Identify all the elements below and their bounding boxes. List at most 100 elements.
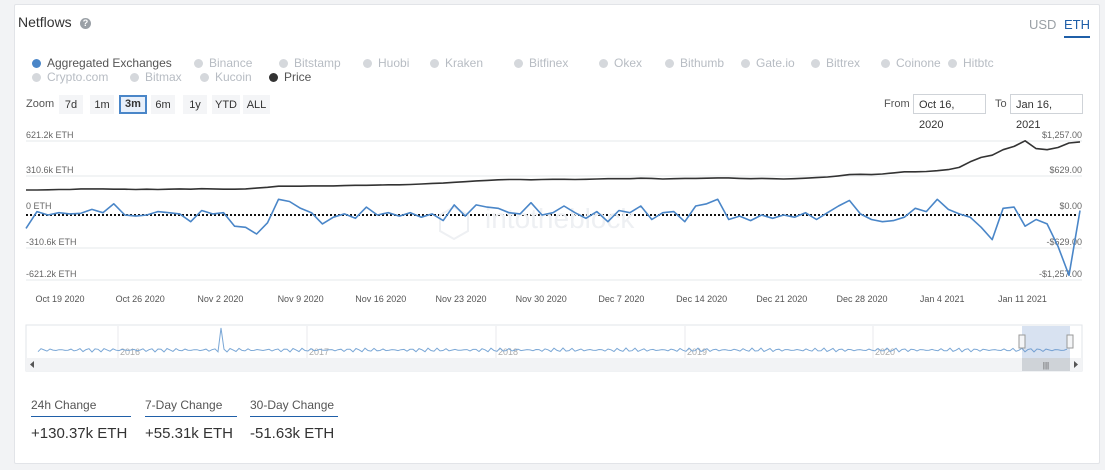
legend-item-bittrex[interactable]: Bittrex bbox=[811, 56, 860, 70]
netflows-card bbox=[14, 4, 1100, 464]
legend-item-crypto-com[interactable]: Crypto.com bbox=[32, 70, 108, 84]
help-icon[interactable]: ? bbox=[80, 18, 91, 29]
legend-item-aggregated-exchanges[interactable]: Aggregated Exchanges bbox=[32, 56, 172, 70]
legend-label: Bittrex bbox=[826, 56, 861, 70]
legend-label: Binance bbox=[209, 56, 253, 70]
scrollbar-thumb[interactable] bbox=[1022, 358, 1070, 371]
stat-24h: 24h Change +130.37k ETH bbox=[31, 396, 131, 442]
legend-dot-icon bbox=[279, 59, 288, 68]
x-tick-label: Nov 9 2020 bbox=[278, 294, 324, 304]
x-tick-label: Nov 30 2020 bbox=[516, 294, 567, 304]
to-date-input[interactable]: Jan 16, 2021 bbox=[1010, 94, 1083, 131]
navigator-line bbox=[37, 327, 1068, 353]
legend-label: Bitmax bbox=[145, 70, 182, 84]
legend-dot-icon bbox=[665, 59, 674, 68]
x-tick-label: Dec 28 2020 bbox=[836, 294, 887, 304]
x-tick-label: Dec 14 2020 bbox=[676, 294, 727, 304]
x-tick-label: Oct 19 2020 bbox=[35, 294, 84, 304]
navigator-year-label: 2018 bbox=[498, 347, 518, 357]
legend-label: Hitbtc bbox=[963, 56, 994, 70]
y-right-tick-label: $629.00 bbox=[1049, 165, 1082, 175]
stat-7day: 7-Day Change +55.31k ETH bbox=[145, 396, 237, 442]
legend-label: Price bbox=[284, 70, 312, 84]
legend-item-kraken[interactable]: Kraken bbox=[430, 56, 483, 70]
legend-label: Aggregated Exchanges bbox=[47, 56, 172, 70]
x-tick-label: Dec 7 2020 bbox=[598, 294, 644, 304]
zoom-button-6m[interactable]: 6m bbox=[151, 95, 175, 114]
stat-label: 24h Change bbox=[31, 398, 131, 417]
legend-label: Bithumb bbox=[680, 56, 725, 70]
zoom-button-7d[interactable]: 7d bbox=[59, 95, 83, 114]
y-left-tick-label: -621.2k ETH bbox=[26, 269, 77, 279]
legend-item-bitmax[interactable]: Bitmax bbox=[130, 70, 182, 84]
stat-30day: 30-Day Change -51.63k ETH bbox=[250, 396, 338, 442]
legend-label: Kucoin bbox=[215, 70, 252, 84]
zoom-button-3m[interactable]: 3m bbox=[119, 95, 147, 114]
legend-item-huobi[interactable]: Huobi bbox=[363, 56, 409, 70]
legend-dot-icon bbox=[881, 59, 890, 68]
from-date-input[interactable]: Oct 16, 2020 bbox=[913, 94, 986, 131]
x-tick-label: Jan 11 2021 bbox=[998, 294, 1047, 304]
navigator-right-handle[interactable] bbox=[1066, 334, 1074, 349]
y-right-tick-label: -$1,257.00 bbox=[1039, 269, 1082, 279]
legend-label: Bitstamp bbox=[294, 56, 341, 70]
page-title: Netflows bbox=[18, 14, 72, 30]
legend-dot-icon bbox=[363, 59, 372, 68]
legend-dot-icon bbox=[269, 73, 278, 82]
legend-label: Kraken bbox=[445, 56, 484, 70]
zoom-button-1y[interactable]: 1y bbox=[183, 95, 207, 114]
navigator-scrollbar[interactable] bbox=[26, 358, 1082, 371]
zoom-button-1m[interactable]: 1m bbox=[90, 95, 114, 114]
x-tick-label: Oct 26 2020 bbox=[116, 294, 165, 304]
stat-label: 30-Day Change bbox=[250, 398, 338, 417]
y-left-tick-label: 0 ETH bbox=[26, 201, 52, 211]
legend-dot-icon bbox=[430, 59, 439, 68]
legend-item-coinone[interactable]: Coinone bbox=[881, 56, 941, 70]
legend-label: Crypto.com bbox=[47, 70, 109, 84]
scroll-right-arrow-icon[interactable] bbox=[1074, 361, 1078, 368]
scrollbar-grip-icon: ||| bbox=[1043, 361, 1049, 370]
y-right-tick-label: $0.00 bbox=[1059, 201, 1082, 211]
legend-item-bitstamp[interactable]: Bitstamp bbox=[279, 56, 341, 70]
navigator-year-label: 2019 bbox=[687, 347, 707, 357]
legend-label: Coinone bbox=[896, 56, 941, 70]
legend-label: Gate.io bbox=[756, 56, 795, 70]
scroll-left-arrow-icon[interactable] bbox=[30, 361, 34, 368]
watermark-logo-icon bbox=[439, 205, 469, 241]
legend-item-hitbtc[interactable]: Hitbtc bbox=[948, 56, 994, 70]
legend-item-bithumb[interactable]: Bithumb bbox=[665, 56, 724, 70]
to-label: To bbox=[995, 98, 1007, 110]
legend-label: Huobi bbox=[378, 56, 410, 70]
navigator-year-label: 2020 bbox=[875, 347, 895, 357]
navigator-selection[interactable] bbox=[1022, 326, 1070, 358]
currency-usd-toggle[interactable]: USD bbox=[1029, 17, 1057, 32]
legend-item-okex[interactable]: Okex bbox=[599, 56, 642, 70]
legend-item-kucoin[interactable]: Kucoin bbox=[200, 70, 252, 84]
series-line-price bbox=[26, 140, 1081, 191]
legend-dot-icon bbox=[200, 73, 209, 82]
legend-item-bitfinex[interactable]: Bitfinex bbox=[514, 56, 568, 70]
x-tick-label: Nov 2 2020 bbox=[197, 294, 243, 304]
zoom-button-ytd[interactable]: YTD bbox=[212, 95, 240, 114]
legend-item-gate-io[interactable]: Gate.io bbox=[741, 56, 795, 70]
legend-dot-icon bbox=[194, 59, 203, 68]
legend-dot-icon bbox=[741, 59, 750, 68]
x-tick-label: Nov 23 2020 bbox=[435, 294, 486, 304]
stat-label: 7-Day Change bbox=[145, 398, 237, 417]
y-right-tick-label: $1,257.00 bbox=[1042, 130, 1082, 140]
legend-dot-icon bbox=[130, 73, 139, 82]
y-left-tick-label: 310.6k ETH bbox=[26, 165, 74, 175]
legend-dot-icon bbox=[32, 73, 41, 82]
stat-value: -51.63k ETH bbox=[250, 425, 335, 442]
navigator-left-handle[interactable] bbox=[1018, 334, 1026, 349]
y-left-tick-label: 621.2k ETH bbox=[26, 130, 74, 140]
legend-item-price[interactable]: Price bbox=[269, 70, 311, 84]
zoom-label: Zoom bbox=[26, 98, 55, 110]
zoom-button-all[interactable]: ALL bbox=[243, 95, 270, 114]
legend-dot-icon bbox=[948, 59, 957, 68]
x-tick-label: Jan 4 2021 bbox=[920, 294, 965, 304]
legend-dot-icon bbox=[811, 59, 820, 68]
legend-item-binance[interactable]: Binance bbox=[194, 56, 252, 70]
y-left-tick-label: -310.6k ETH bbox=[26, 237, 77, 247]
currency-eth-toggle[interactable]: ETH bbox=[1064, 17, 1090, 38]
